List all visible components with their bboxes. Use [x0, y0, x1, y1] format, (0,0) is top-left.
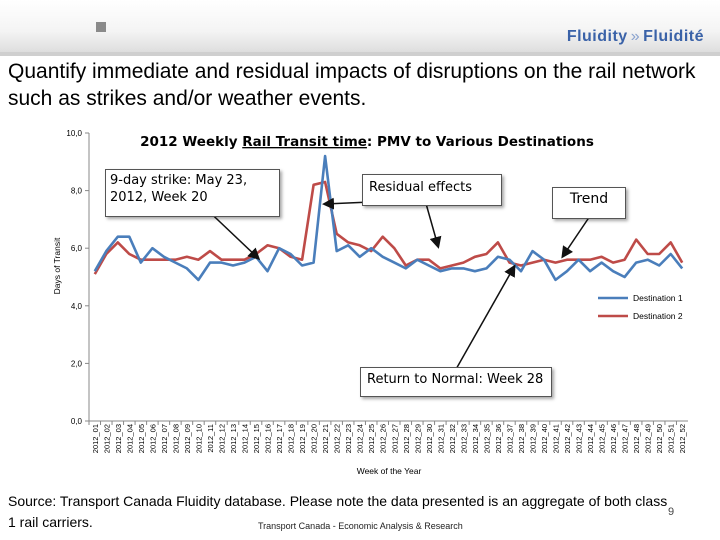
- x-tick-label: 2012_07: [160, 424, 169, 453]
- x-tick-label: 2012_36: [494, 424, 503, 453]
- x-tick-label: 2012_49: [644, 424, 653, 453]
- x-tick-label: 2012_12: [217, 424, 226, 453]
- x-tick-label: 2012_10: [194, 424, 203, 453]
- x-tick-label: 2012_48: [632, 424, 641, 453]
- y-tick-label: 10,0: [66, 129, 82, 138]
- x-tick-label: 2012_04: [125, 424, 134, 453]
- x-tick-label: 2012_08: [171, 424, 180, 453]
- x-tick-label: 2012_18: [287, 424, 296, 453]
- return-arrow: [454, 264, 516, 372]
- return-to-normal-callout: Return to Normal: Week 28: [360, 367, 552, 397]
- x-tick-label: 2012_37: [505, 424, 514, 453]
- x-tick-label: 2012_34: [471, 424, 480, 453]
- x-tick-label: 2012_26: [379, 424, 388, 453]
- x-tick-label: 2012_30: [425, 424, 434, 453]
- y-axis-label: Days of Transit: [52, 237, 62, 294]
- x-tick-label: 2012_44: [586, 424, 595, 453]
- y-tick-label: 2,0: [71, 359, 83, 368]
- x-tick-label: 2012_01: [91, 424, 100, 453]
- y-tick-label: 8,0: [71, 187, 83, 196]
- chart-axes: [85, 132, 688, 425]
- chart-series: [93, 154, 684, 282]
- x-tick-label: 2012_15: [252, 424, 261, 453]
- x-tick-label: 2012_35: [482, 424, 491, 453]
- x-tick-label: 2012_20: [310, 424, 319, 453]
- legend-label: Destination 2: [633, 311, 683, 321]
- x-tick-label: 2012_13: [229, 424, 238, 453]
- source-note: Source: Transport Canada Fluidity databa…: [8, 493, 668, 530]
- residual-effects-callout: Residual effects: [362, 174, 502, 206]
- x-tick-label: 2012_43: [575, 424, 584, 453]
- y-tick-label: 6,0: [71, 244, 83, 253]
- x-tick-labels: 2012_01 2012_02 2012_03 2012_04 2012_05 2012_…: [91, 424, 687, 453]
- y-tick-label: 4,0: [71, 302, 83, 311]
- fluidity-logo: Fluidity» Fluidité: [566, 28, 704, 45]
- footer-credit: Transport Canada - Economic Analysis & R…: [258, 521, 463, 531]
- header-divider: [0, 52, 720, 56]
- residual-arrow-right: [424, 199, 442, 249]
- x-tick-label: 2012_42: [563, 424, 572, 453]
- x-tick-label: 2012_29: [413, 424, 422, 453]
- legend-label: Destination 1: [633, 293, 683, 303]
- x-tick-label: 2012_28: [402, 424, 411, 453]
- chart-title: 2012 Weekly Rail Transit time: PMV to Va…: [140, 134, 594, 150]
- chart-legend: Destination 1 Destination 2: [598, 293, 683, 321]
- x-tick-label: 2012_46: [609, 424, 618, 453]
- x-tick-label: 2012_40: [540, 424, 549, 453]
- trend-callout: Trend: [552, 187, 626, 219]
- x-tick-label: 2012_23: [344, 424, 353, 453]
- x-tick-label: 2012_05: [137, 424, 146, 453]
- series-line-1: [93, 154, 684, 282]
- x-tick-label: 2012_31: [436, 424, 445, 453]
- x-tick-label: 2012_50: [655, 424, 664, 453]
- x-tick-label: 2012_16: [264, 424, 273, 453]
- x-tick-label: 2012_14: [241, 424, 250, 453]
- x-tick-label: 2012_38: [517, 424, 526, 453]
- y-tick-label: 0,0: [71, 417, 83, 426]
- x-tick-label: 2012_39: [528, 424, 537, 453]
- x-tick-label: 2012_27: [390, 424, 399, 453]
- annotation-arrows: [199, 197, 593, 372]
- x-tick-label: 2012_32: [448, 424, 457, 453]
- trend-arrow: [561, 212, 593, 259]
- header-bar: [0, 0, 720, 52]
- strike-callout: 9-day strike: May 23, 2012, Week 20: [105, 169, 280, 217]
- x-tick-label: 2012_02: [102, 424, 111, 453]
- x-tick-label: 2012_25: [367, 424, 376, 453]
- x-tick-label: 2012_17: [275, 424, 284, 453]
- y-tick-labels: 0,0 2,0 4,0 6,0 8,0 10,0: [66, 129, 82, 426]
- x-tick-label: 2012_22: [333, 424, 342, 453]
- series-line-2: [93, 180, 684, 275]
- x-tick-label: 2012_52: [678, 424, 687, 453]
- x-tick-label: 2012_09: [183, 424, 192, 453]
- slide-headline: Quantify immediate and residual impacts …: [8, 60, 696, 110]
- square-bullet-icon: [96, 22, 106, 32]
- page-number: 9: [668, 506, 675, 518]
- x-tick-label: 2012_03: [114, 424, 123, 453]
- x-tick-label: 2012_47: [621, 424, 630, 453]
- x-tick-label: 2012_06: [148, 424, 157, 453]
- x-tick-label: 2012_45: [598, 424, 607, 453]
- x-tick-label: 2012_51: [667, 424, 676, 453]
- x-tick-label: 2012_41: [552, 424, 561, 453]
- x-tick-label: 2012_19: [298, 424, 307, 453]
- x-tick-label: 2012_33: [459, 424, 468, 453]
- x-tick-label: 2012_24: [356, 424, 365, 453]
- x-axis-label: Week of the Year: [357, 466, 422, 476]
- x-tick-label: 2012_11: [206, 424, 215, 453]
- x-tick-label: 2012_21: [321, 424, 330, 453]
